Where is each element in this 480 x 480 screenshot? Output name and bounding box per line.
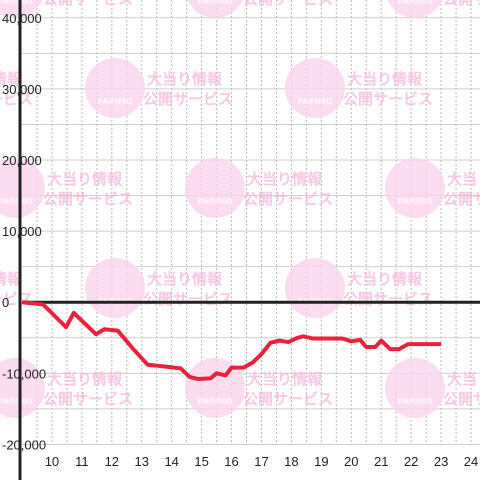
watermark-brand: PAPIMO [198, 397, 233, 406]
watermark-text: 大当り情報 [247, 370, 323, 388]
x-tick-label: 17 [254, 454, 268, 469]
x-tick-label: 23 [434, 454, 448, 469]
watermark-text: 大当り情報 [47, 370, 123, 388]
watermark-circle [385, 358, 445, 418]
watermark-text: 公開サービス [443, 190, 480, 208]
watermark-text: 公開サービス [43, 390, 133, 408]
watermark-circle [385, 158, 445, 218]
watermark-text: 大当り情報 [447, 170, 480, 188]
x-tick-label: 13 [135, 454, 149, 469]
x-tick-label: 24 [464, 454, 478, 469]
watermark-brand: PAPIMO [198, 197, 233, 206]
watermark-text: 公開サービス [0, 90, 33, 108]
watermark: PAPIMO大当り情報公開サービスPAPIMO大当り情報公開サービスPAPIMO… [0, 0, 480, 418]
watermark-text: 公開サービス [443, 0, 480, 8]
watermark-text: 公開サービス [243, 190, 333, 208]
watermark-text: 大当り情報 [47, 170, 123, 188]
watermark-text: 大当り情報 [0, 270, 23, 288]
x-tick-label: 21 [374, 454, 388, 469]
y-tick-label: -10,000 [2, 366, 46, 381]
x-tick-label: 14 [164, 454, 178, 469]
y-tick-label: 0 [2, 295, 9, 310]
watermark-circle [0, 158, 45, 218]
x-tick-label: 12 [105, 454, 119, 469]
watermark-circle [85, 258, 145, 318]
watermark-circle [187, 0, 243, 18]
watermark-circle [0, 358, 45, 418]
watermark-text: 公開サービス [43, 0, 133, 8]
watermark-text: 大当り情報 [0, 70, 23, 88]
x-tick-label: 20 [344, 454, 358, 469]
y-tick-label: 10,000 [2, 224, 42, 239]
y-tick-label: 30,000 [2, 82, 42, 97]
watermark-text: 大当り情報 [347, 270, 423, 288]
watermark-text: 公開サービス [243, 0, 333, 8]
watermark-brand: PAPIMO [0, 0, 33, 6]
watermark-circle [185, 158, 245, 218]
x-tick-label: 22 [404, 454, 418, 469]
y-tick-label: 20,000 [2, 153, 42, 168]
watermark-text: 大当り情報 [247, 170, 323, 188]
watermark-text: 大当り情報 [447, 370, 480, 388]
watermark-circle [285, 258, 345, 318]
watermark-text: 大当り情報 [347, 70, 423, 88]
watermark-text: 公開サービス [143, 90, 233, 108]
watermark-text: 公開サービス [343, 90, 433, 108]
x-tick-label: 16 [224, 454, 238, 469]
watermark-brand: PAPIMO [198, 0, 233, 6]
watermark-text: 公開サービス [343, 290, 433, 308]
x-tick-label: 10 [45, 454, 59, 469]
watermark-brand: PAPIMO [398, 397, 433, 406]
watermark-circle [85, 58, 145, 118]
watermark-text: 大当り情報 [147, 270, 223, 288]
watermark-text: 公開サービス [143, 290, 233, 308]
data-line [21, 300, 442, 382]
watermark-brand: PAPIMO [398, 197, 433, 206]
y-tick-label: 40,000 [2, 11, 42, 26]
watermark-text: 公開サービス [443, 390, 480, 408]
watermark-brand: PAPIMO [298, 97, 333, 106]
watermark-brand: PAPIMO [398, 0, 433, 6]
x-tick-label: 11 [75, 454, 89, 469]
watermark-circle [285, 58, 345, 118]
x-tick-label: 18 [284, 454, 298, 469]
watermark-circle [387, 0, 443, 18]
watermark-text: 公開サービス [243, 390, 333, 408]
watermark-text: 大当り情報 [147, 70, 223, 88]
watermark-brand: PAPIMO [0, 197, 33, 206]
watermark-brand: PAPIMO [0, 397, 33, 406]
x-tick-label: 19 [314, 454, 328, 469]
watermark-text: 公開サービス [43, 190, 133, 208]
watermark-circle [185, 358, 245, 418]
y-tick-label: -20,000 [2, 437, 46, 452]
x-tick-label: 15 [194, 454, 208, 469]
watermark-brand: PAPIMO [98, 97, 133, 106]
